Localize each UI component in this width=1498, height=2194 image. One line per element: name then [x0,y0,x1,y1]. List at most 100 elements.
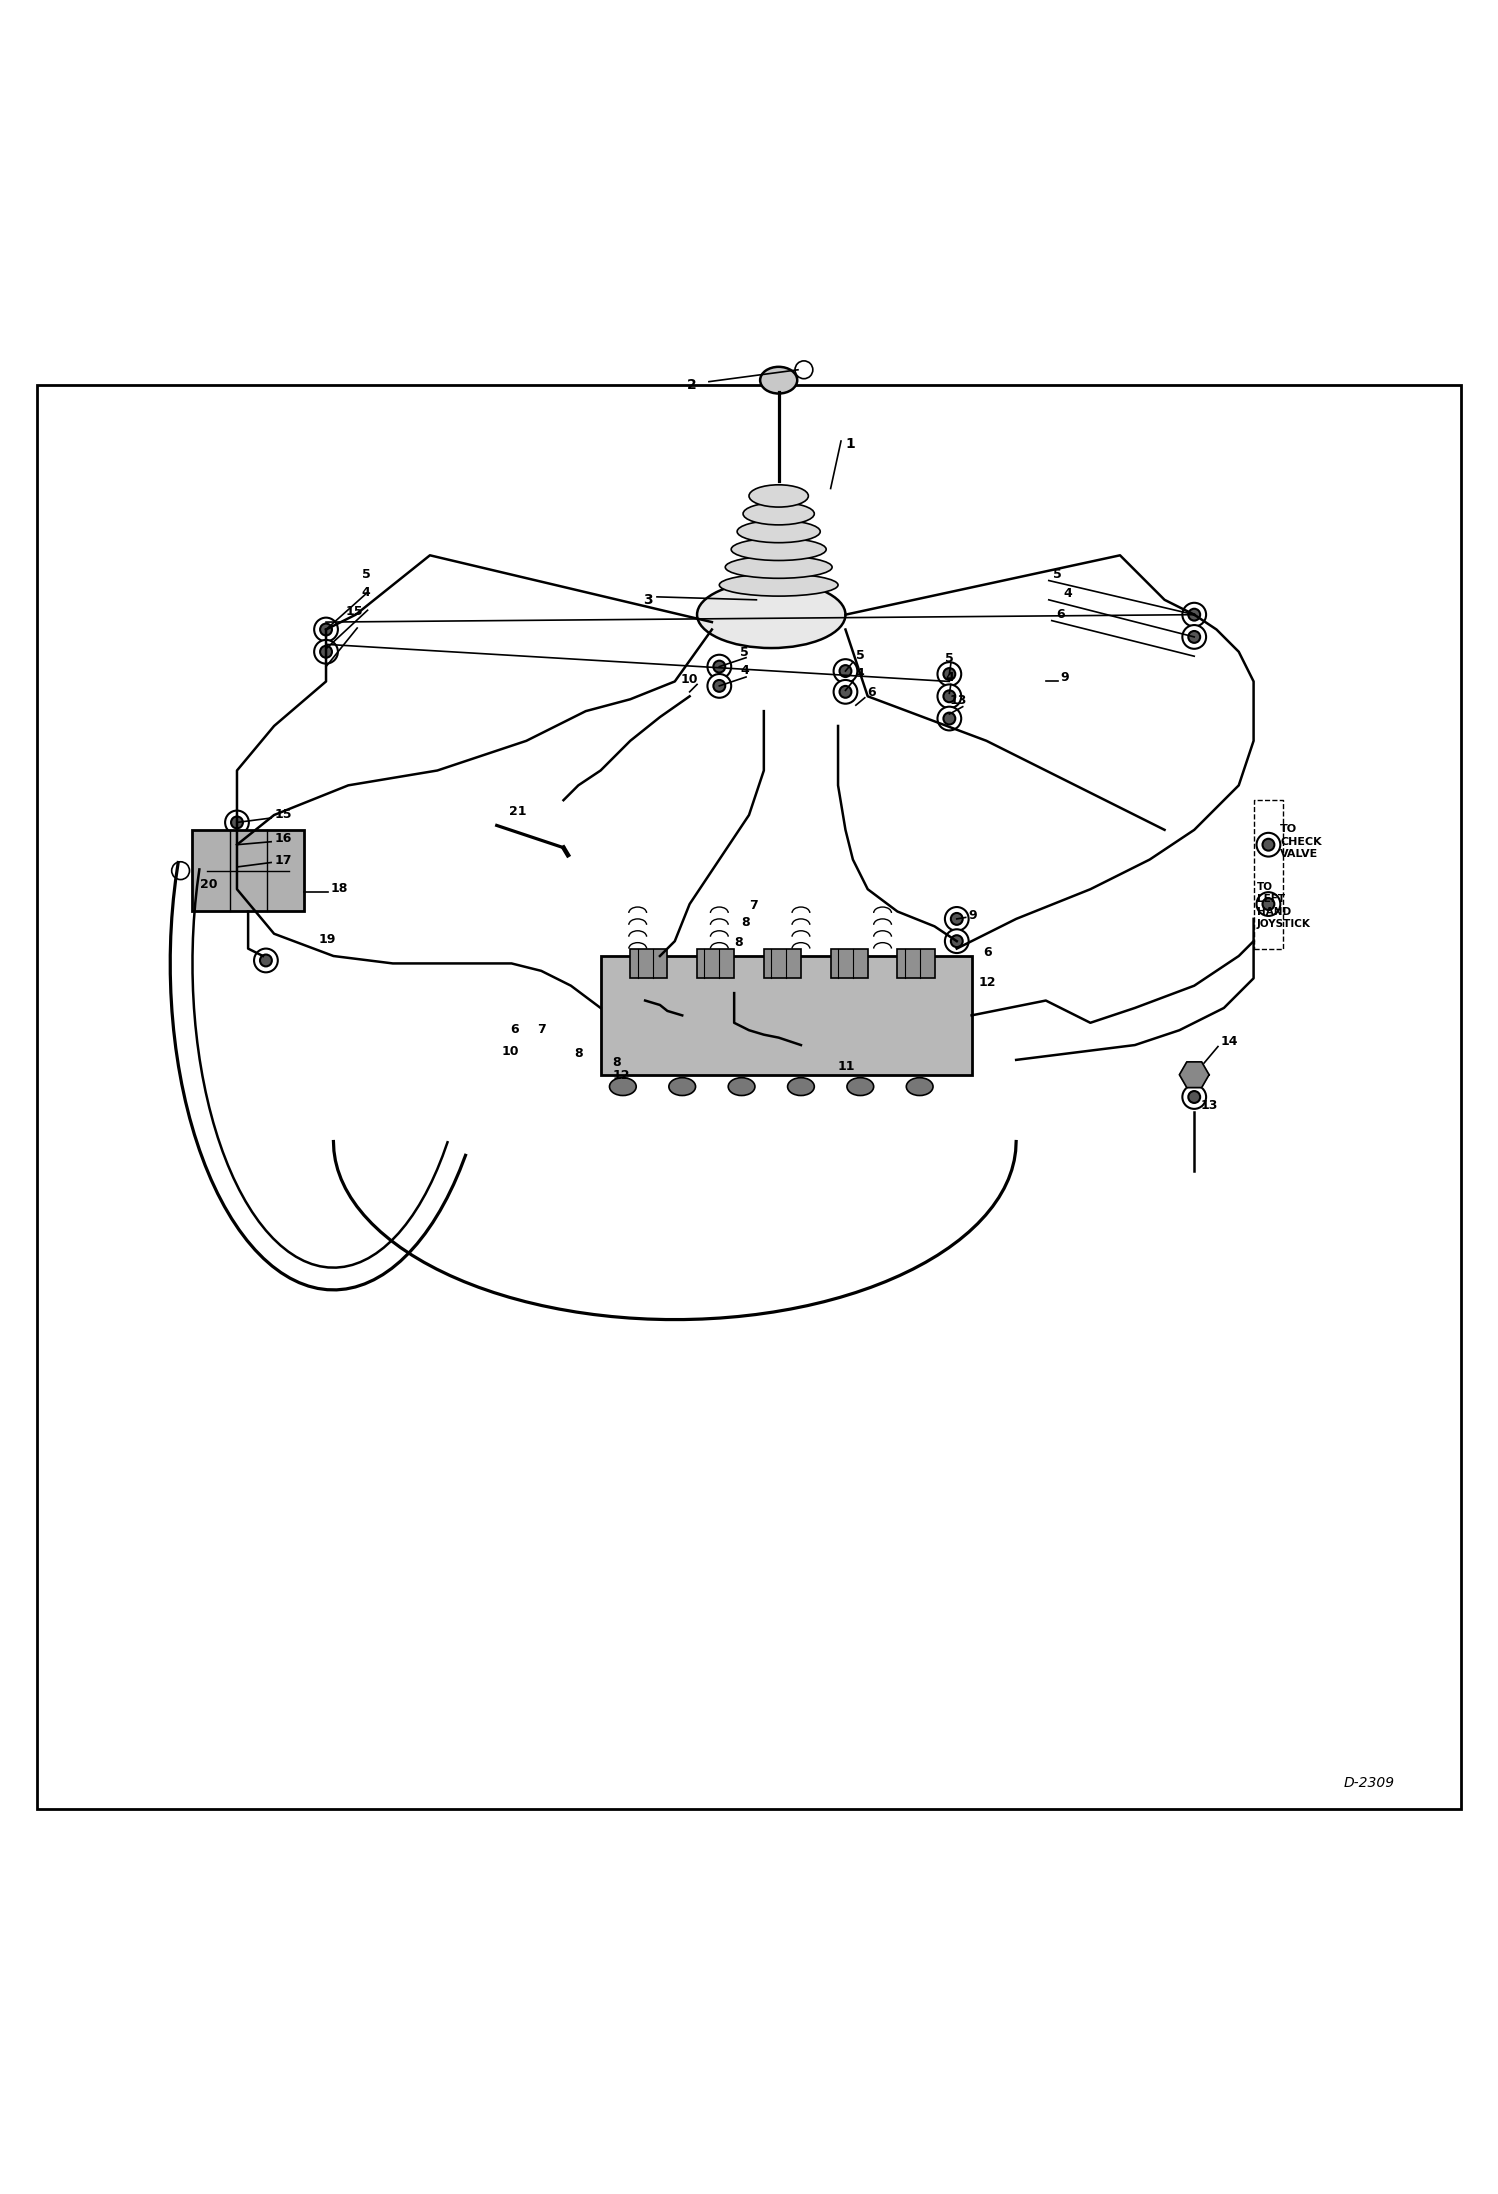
Ellipse shape [749,485,809,507]
Text: 3: 3 [643,592,653,608]
Circle shape [707,654,731,678]
Circle shape [951,935,963,948]
Circle shape [225,810,249,834]
Circle shape [944,691,956,702]
Bar [697,948,734,979]
Circle shape [938,706,962,731]
Ellipse shape [697,581,845,647]
Text: 21: 21 [509,805,526,818]
Text: 4: 4 [740,665,749,678]
Text: 7: 7 [536,1022,545,1036]
Circle shape [713,680,725,691]
Text: 9: 9 [1061,671,1070,685]
Text: 6: 6 [867,687,876,700]
Circle shape [707,674,731,698]
Circle shape [1188,608,1200,621]
Circle shape [839,687,851,698]
Circle shape [1188,632,1200,643]
Ellipse shape [731,538,827,559]
Circle shape [1263,838,1275,851]
Bar [631,948,668,979]
Text: 8: 8 [613,1055,622,1068]
Circle shape [839,665,851,678]
Text: 4: 4 [855,667,864,680]
Circle shape [938,663,962,687]
Circle shape [225,856,249,880]
Bar [830,948,867,979]
Text: TO
CHECK
VALVE: TO CHECK VALVE [1281,825,1321,860]
Circle shape [1182,625,1206,649]
Text: 8: 8 [734,935,743,948]
Ellipse shape [906,1077,933,1095]
Text: 11: 11 [837,1060,855,1073]
Text: 8: 8 [742,917,750,930]
Circle shape [944,669,956,680]
Text: 4: 4 [1064,586,1073,599]
Text: 6: 6 [1056,608,1065,621]
Circle shape [951,913,963,926]
Text: D-2309: D-2309 [1344,1777,1395,1790]
Text: 10: 10 [682,674,698,687]
Text: 18: 18 [331,882,348,895]
Circle shape [255,948,277,972]
Ellipse shape [737,520,821,542]
Circle shape [713,660,725,674]
Ellipse shape [743,502,815,524]
Circle shape [938,685,962,709]
Circle shape [321,623,333,636]
Text: 4: 4 [945,671,954,685]
Text: 8: 8 [574,1047,583,1060]
Text: 13: 13 [950,693,966,706]
Text: 5: 5 [945,652,954,665]
Bar [192,829,304,911]
Text: 20: 20 [201,878,217,891]
Circle shape [1182,603,1206,627]
Circle shape [833,658,857,682]
Circle shape [945,930,969,952]
Ellipse shape [788,1077,815,1095]
Text: 17: 17 [274,853,292,867]
Circle shape [321,645,333,658]
Ellipse shape [759,366,797,393]
Text: 5: 5 [363,568,370,581]
Text: 10: 10 [502,1047,518,1058]
Ellipse shape [728,1077,755,1095]
Bar [897,948,935,979]
Ellipse shape [719,575,837,597]
Text: 4: 4 [363,586,370,599]
Circle shape [945,906,969,930]
Ellipse shape [610,1077,637,1095]
Text: 15: 15 [274,807,292,821]
Text: 12: 12 [980,976,996,989]
Text: TO
LEFT
HAND
JOYSTICK: TO LEFT HAND JOYSTICK [1257,882,1311,928]
Circle shape [944,713,956,724]
Bar [601,957,972,1075]
Polygon shape [1179,1062,1209,1088]
Text: 7: 7 [749,900,758,911]
Circle shape [231,838,243,851]
Circle shape [1257,893,1281,915]
Text: 5: 5 [855,649,864,663]
Circle shape [225,834,249,856]
Ellipse shape [846,1077,873,1095]
Text: 6: 6 [984,946,992,959]
Text: 2: 2 [688,377,697,391]
Text: 19: 19 [319,932,336,946]
Text: 5: 5 [740,647,749,658]
Text: 6: 6 [511,1022,518,1036]
Text: 15: 15 [346,606,363,619]
Circle shape [1182,1086,1206,1108]
Circle shape [795,360,813,380]
Circle shape [172,862,189,880]
Circle shape [1188,1090,1200,1104]
Text: 5: 5 [1053,568,1062,581]
Circle shape [1257,834,1281,856]
Circle shape [231,816,243,829]
Circle shape [231,860,243,873]
Circle shape [833,680,857,704]
Text: 14: 14 [1221,1036,1239,1049]
Ellipse shape [725,555,831,579]
Circle shape [261,954,271,965]
Ellipse shape [670,1077,695,1095]
Text: 13: 13 [1200,1099,1218,1112]
